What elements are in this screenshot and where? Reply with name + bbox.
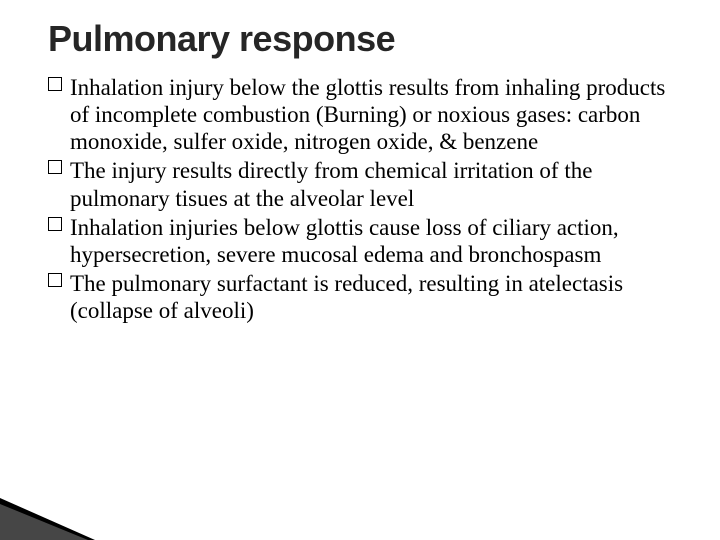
bullet-item: Inhalation injuries below glottis cause … [48, 214, 672, 268]
corner-accent-icon [0, 498, 95, 540]
bullet-text: Inhalation injuries below glottis cause … [70, 215, 619, 267]
square-bullet-icon [48, 217, 62, 231]
square-bullet-icon [48, 77, 62, 91]
bullet-item: The injury results directly from chemica… [48, 157, 672, 211]
bullet-item: The pulmonary surfactant is reduced, res… [48, 270, 672, 324]
bullet-text: Inhalation injury below the glottis resu… [70, 75, 665, 154]
square-bullet-icon [48, 160, 62, 174]
slide-title: Pulmonary response [48, 18, 672, 60]
bullet-text: The pulmonary surfactant is reduced, res… [70, 271, 623, 323]
bullet-list: Inhalation injury below the glottis resu… [48, 74, 672, 324]
square-bullet-icon [48, 273, 62, 287]
slide: Pulmonary response Inhalation injury bel… [0, 0, 720, 540]
bullet-item: Inhalation injury below the glottis resu… [48, 74, 672, 155]
bullet-text: The injury results directly from chemica… [70, 158, 592, 210]
